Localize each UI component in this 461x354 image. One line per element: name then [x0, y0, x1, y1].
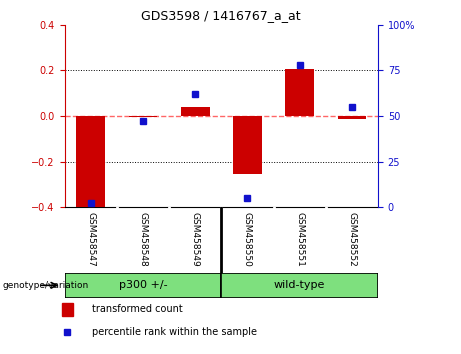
Text: GSM458547: GSM458547 [86, 212, 95, 267]
Text: GSM458551: GSM458551 [295, 212, 304, 267]
Text: GSM458548: GSM458548 [138, 212, 148, 267]
Text: percentile rank within the sample: percentile rank within the sample [92, 327, 257, 337]
Text: GSM458549: GSM458549 [191, 212, 200, 267]
Bar [181, 107, 209, 116]
Bar [62, 303, 73, 315]
Bar [77, 116, 105, 208]
Text: GSM458550: GSM458550 [243, 212, 252, 267]
Text: p300 +/-: p300 +/- [118, 280, 167, 290]
Bar [65, 273, 221, 298]
Text: GSM458552: GSM458552 [348, 212, 356, 267]
Bar [221, 273, 378, 298]
Title: GDS3598 / 1416767_a_at: GDS3598 / 1416767_a_at [142, 9, 301, 22]
Bar [129, 116, 157, 117]
Bar [233, 116, 262, 174]
Bar [337, 116, 366, 119]
Text: wild-type: wild-type [274, 280, 325, 290]
Bar [285, 69, 314, 116]
Text: genotype/variation: genotype/variation [2, 281, 89, 290]
Text: transformed count: transformed count [92, 304, 183, 314]
